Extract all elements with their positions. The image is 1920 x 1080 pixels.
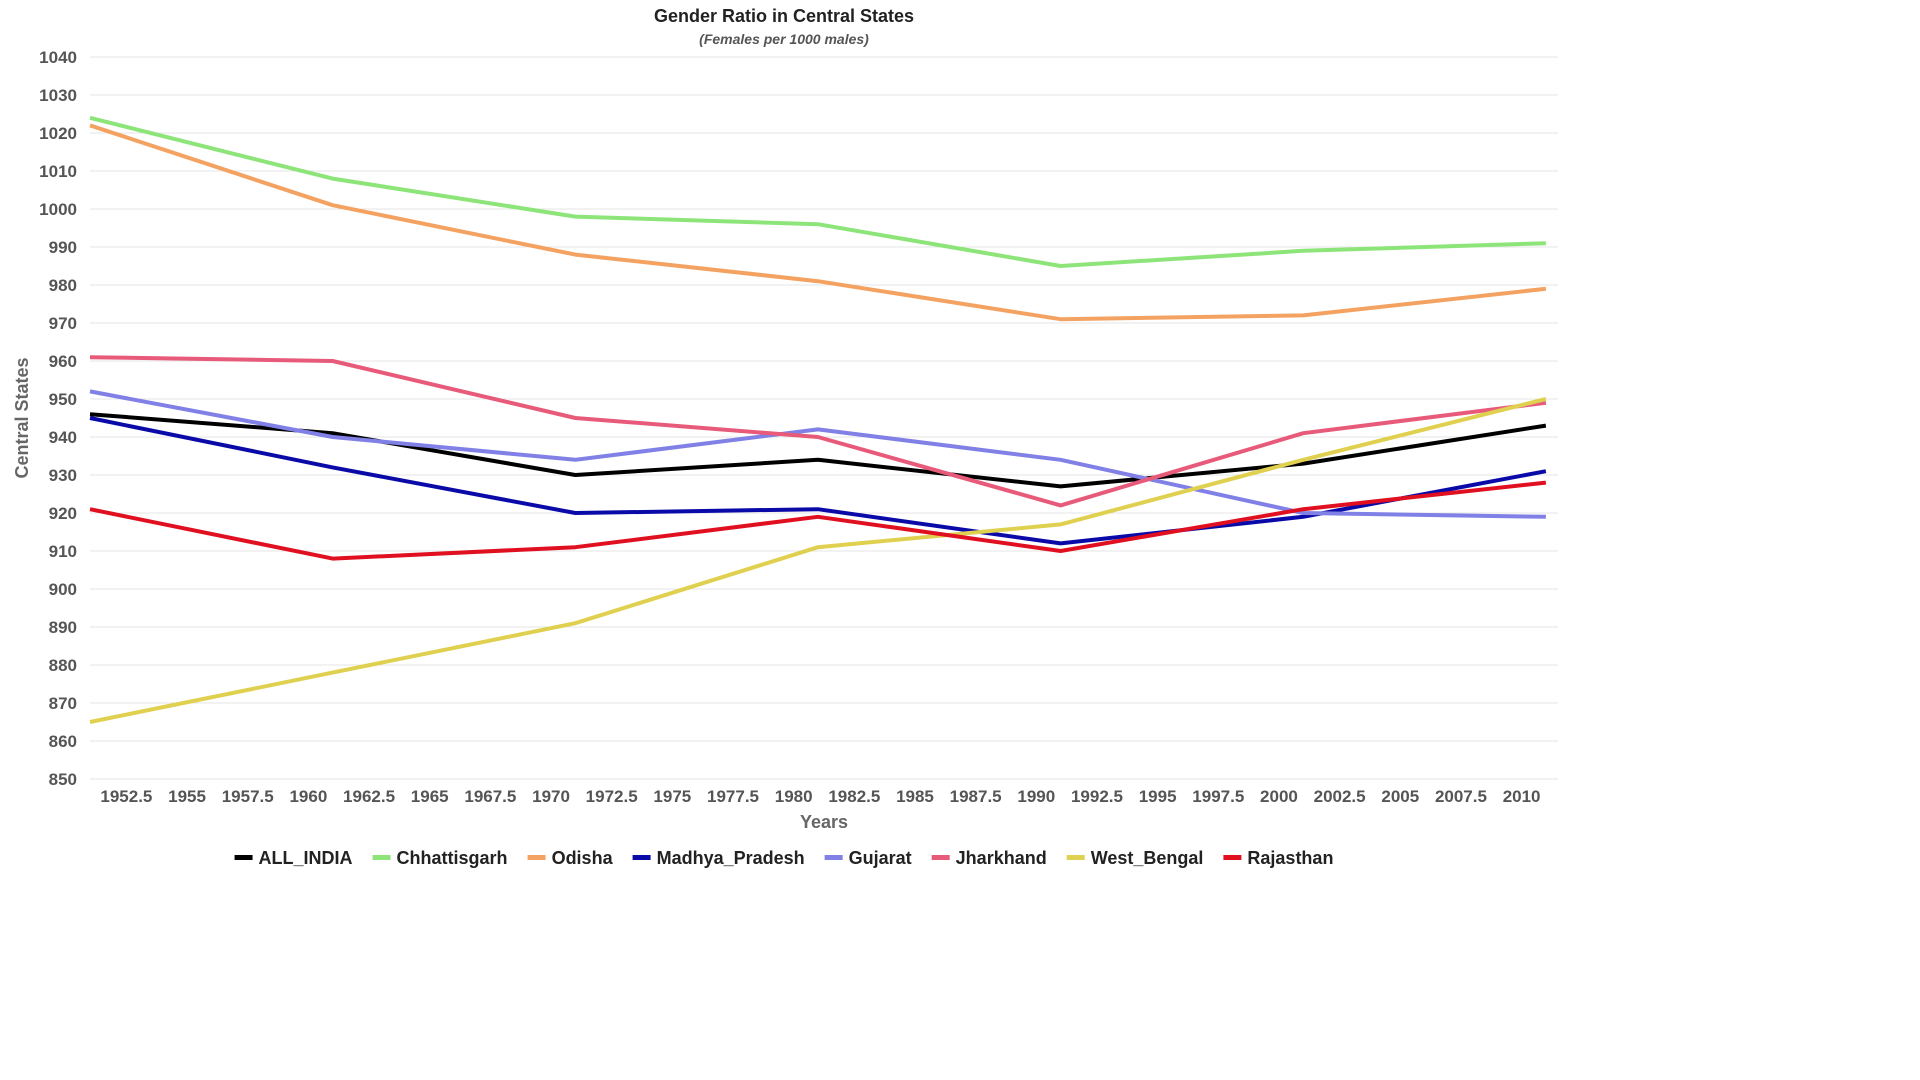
- y-tick-label-1030: 1030: [39, 86, 77, 105]
- x-tick-label-1957_5: 1957.5: [222, 787, 274, 806]
- y-axis-label: Central States: [12, 357, 32, 478]
- y-tick-label-870: 870: [49, 694, 77, 713]
- y-tick-label-1000: 1000: [39, 200, 77, 219]
- x-tick-label-2002_5: 2002.5: [1314, 787, 1366, 806]
- series-line-jharkhand: [89, 355, 1547, 508]
- x-tick-label-1987_5: 1987.5: [950, 787, 1002, 806]
- legend: ALL_INDIA Chhattisgarh Odisha Madhya_Prades…: [234, 848, 1333, 868]
- series-layer: [89, 115, 1547, 724]
- legend-swatch-jharkhand: [931, 855, 950, 860]
- legend-item-gujarat[interactable]: Gujarat: [824, 848, 912, 868]
- legend-label-rajasthan: Rajasthan: [1247, 848, 1333, 868]
- series-line-rajasthan: [89, 480, 1547, 561]
- x-tick-label-1972_5: 1972.5: [586, 787, 638, 806]
- y-tick-label-920: 920: [49, 504, 77, 523]
- chart-title: Gender Ratio in Central States: [654, 6, 914, 26]
- legend-swatch-gujarat: [824, 855, 843, 860]
- legend-item-rajasthan[interactable]: Rajasthan: [1223, 848, 1333, 868]
- legend-label-madhya-pradesh: Madhya_Pradesh: [657, 848, 805, 868]
- x-tick-label-1980: 1980: [775, 787, 813, 806]
- legend-label-gujarat: Gujarat: [849, 848, 912, 868]
- x-tick-label-2010: 2010: [1503, 787, 1541, 806]
- x-tick-label-1952_5: 1952.5: [100, 787, 152, 806]
- y-tick-label-950: 950: [49, 390, 77, 409]
- y-tick-label-1040: 1040: [39, 48, 77, 67]
- series-line-odisha: [89, 123, 1547, 322]
- legend-label-jharkhand: Jharkhand: [956, 848, 1047, 868]
- x-tick-label-1965: 1965: [411, 787, 449, 806]
- x-tick-label-1955: 1955: [168, 787, 206, 806]
- legend-item-all-india[interactable]: ALL_INDIA: [234, 848, 353, 868]
- series-line-gujarat: [89, 389, 1546, 519]
- legend-swatch-rajasthan: [1223, 855, 1242, 860]
- y-tick-label-880: 880: [49, 656, 77, 675]
- x-axis-ticks: 1952.5 1955 1957.5 1960 1962.5 1965 1967.5 1970…: [100, 787, 1540, 806]
- line-chart: Gender Ratio in Central States (Females …: [12, 6, 1558, 868]
- y-tick-label-960: 960: [49, 352, 77, 371]
- x-tick-label-1995: 1995: [1139, 787, 1177, 806]
- legend-swatch-chhattisgarh: [372, 855, 391, 860]
- y-axis-ticks: 850 860 870 880 890 900 910 920 930 940 950 960 970 9…: [39, 48, 77, 789]
- series-line-west-bengal: [89, 397, 1547, 724]
- y-tick-label-930: 930: [49, 466, 77, 485]
- x-tick-label-2005: 2005: [1381, 787, 1419, 806]
- x-tick-label-1962_5: 1962.5: [343, 787, 395, 806]
- grid-layer: [90, 56, 1558, 780]
- x-tick-label-1977_5: 1977.5: [707, 787, 759, 806]
- legend-label-west-bengal: West_Bengal: [1091, 848, 1204, 868]
- chart-container: Gender Ratio in Central States (Females …: [12, 6, 1558, 868]
- legend-swatch-madhya-pradesh: [632, 855, 651, 860]
- series-line-all-india: [89, 412, 1547, 489]
- x-tick-label-1990: 1990: [1017, 787, 1055, 806]
- series-line-chhattisgarh: [89, 115, 1546, 268]
- y-tick-label-890: 890: [49, 618, 77, 637]
- legend-item-jharkhand[interactable]: Jharkhand: [931, 848, 1047, 868]
- x-axis-label: Years: [800, 812, 848, 832]
- y-tick-label-850: 850: [49, 770, 77, 789]
- legend-swatch-west-bengal: [1066, 855, 1085, 860]
- y-tick-label-900: 900: [49, 580, 77, 599]
- legend-swatch-all-india: [234, 855, 253, 860]
- x-tick-label-1960: 1960: [289, 787, 327, 806]
- legend-label-odisha: Odisha: [552, 848, 614, 868]
- x-tick-label-1992_5: 1992.5: [1071, 787, 1123, 806]
- series-line-madhya-pradesh: [89, 416, 1547, 546]
- x-tick-label-2007_5: 2007.5: [1435, 787, 1487, 806]
- chart-subtitle: (Females per 1000 males): [699, 31, 869, 47]
- x-tick-label-1982_5: 1982.5: [828, 787, 880, 806]
- legend-item-madhya-pradesh[interactable]: Madhya_Pradesh: [632, 848, 805, 868]
- legend-label-all-india: ALL_INDIA: [259, 848, 353, 868]
- y-tick-label-980: 980: [49, 276, 77, 295]
- legend-item-odisha[interactable]: Odisha: [527, 848, 614, 868]
- legend-label-chhattisgarh: Chhattisgarh: [397, 848, 508, 868]
- y-tick-label-910: 910: [49, 542, 77, 561]
- y-tick-label-1010: 1010: [39, 162, 77, 181]
- legend-swatch-odisha: [527, 855, 546, 860]
- x-tick-label-1970: 1970: [532, 787, 570, 806]
- y-tick-label-860: 860: [49, 732, 77, 751]
- x-tick-label-1997_5: 1997.5: [1192, 787, 1244, 806]
- y-tick-label-990: 990: [49, 238, 77, 257]
- y-tick-label-970: 970: [49, 314, 77, 333]
- y-tick-label-940: 940: [49, 428, 77, 447]
- legend-item-chhattisgarh[interactable]: Chhattisgarh: [372, 848, 508, 868]
- x-tick-label-1985: 1985: [896, 787, 934, 806]
- legend-item-west-bengal[interactable]: West_Bengal: [1066, 848, 1204, 868]
- x-tick-label-1967_5: 1967.5: [464, 787, 516, 806]
- y-tick-label-1020: 1020: [39, 124, 77, 143]
- x-tick-label-1975: 1975: [653, 787, 691, 806]
- x-tick-label-2000: 2000: [1260, 787, 1298, 806]
